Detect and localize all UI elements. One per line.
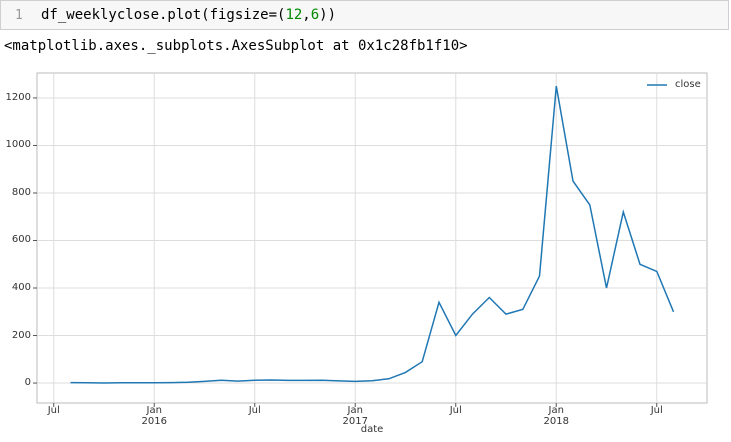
x-axis-label: date	[360, 424, 384, 435]
y-tick-label: 0	[24, 377, 31, 389]
y-tick-label: 800	[11, 186, 31, 198]
x-tick-label: Jan 2018	[543, 405, 569, 427]
x-tick-label: Jul	[650, 405, 663, 416]
y-tick-label: 200	[11, 329, 31, 341]
code-token: 6	[310, 7, 320, 23]
code: df_weeklyclose.plot(figsize=(12,6))	[41, 7, 336, 23]
code-token: 12	[285, 7, 303, 23]
x-tick-label: Jul	[47, 405, 60, 416]
x-tick-label: Jul	[248, 405, 261, 416]
code-token: df_weeklyclose.plot(figsize=(	[41, 7, 286, 23]
y-tick-label: 600	[11, 234, 31, 246]
legend-label: close	[675, 79, 701, 90]
code-token: ))	[319, 7, 337, 23]
plot-area	[36, 72, 708, 404]
y-tick-label: 1200	[5, 91, 31, 103]
x-tick-label: Jul	[449, 405, 462, 416]
y-tick-label: 1000	[5, 139, 31, 151]
x-tick-label: Jan 2017	[342, 405, 368, 427]
prompt: 1	[15, 8, 23, 23]
x-tick-label: Jan 2016	[141, 405, 167, 427]
code-token: ,	[302, 7, 311, 23]
y-tick-label: 400	[11, 282, 31, 293]
line	[70, 85, 675, 384]
output: <matplotlib.axes._subplots.AxesSubplot a…	[4, 38, 468, 54]
code-cell[interactable]: 1 df_weeklyclose.plot(figsize=(12,6))	[0, 0, 729, 30]
